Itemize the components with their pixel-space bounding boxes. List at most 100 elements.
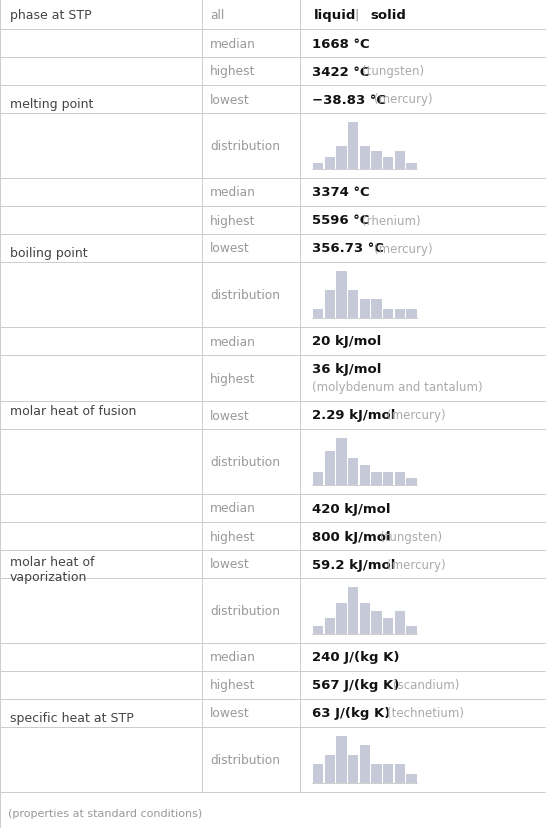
Bar xyxy=(395,764,405,783)
Bar xyxy=(371,152,382,170)
Text: (rhenium): (rhenium) xyxy=(361,214,420,227)
Bar xyxy=(313,164,323,170)
Bar xyxy=(406,164,417,170)
Text: distribution: distribution xyxy=(210,604,280,617)
Bar xyxy=(395,309,405,319)
Text: 5596 °C: 5596 °C xyxy=(312,214,370,227)
Bar xyxy=(360,300,370,319)
Text: median: median xyxy=(210,186,256,200)
Bar xyxy=(383,158,393,170)
Bar xyxy=(336,603,347,634)
Text: 2.29 kJ/mol: 2.29 kJ/mol xyxy=(312,409,396,422)
Bar xyxy=(313,764,323,783)
Text: lowest: lowest xyxy=(210,94,250,106)
Bar xyxy=(348,587,358,634)
Bar xyxy=(313,309,323,319)
Bar xyxy=(348,123,358,170)
Text: specific heat at STP: specific heat at STP xyxy=(10,711,134,724)
Bar xyxy=(336,736,347,783)
Text: liquid: liquid xyxy=(314,8,357,22)
Bar xyxy=(371,764,382,783)
Text: boiling point: boiling point xyxy=(10,247,87,260)
Text: (mercury): (mercury) xyxy=(387,558,445,570)
Text: (mercury): (mercury) xyxy=(374,94,433,106)
Bar xyxy=(371,300,382,319)
Text: 59.2 kJ/mol: 59.2 kJ/mol xyxy=(312,558,396,570)
Text: highest: highest xyxy=(210,65,256,79)
Bar xyxy=(360,603,370,634)
Bar xyxy=(325,452,335,485)
Bar xyxy=(406,479,417,485)
Text: 3422 °C: 3422 °C xyxy=(312,65,370,79)
Text: 800 kJ/mol: 800 kJ/mol xyxy=(312,530,391,543)
Bar xyxy=(406,627,417,634)
Bar xyxy=(383,472,393,485)
Text: (tungsten): (tungsten) xyxy=(361,65,424,79)
Text: distribution: distribution xyxy=(210,455,280,469)
Bar xyxy=(406,773,417,783)
Text: median: median xyxy=(210,37,256,51)
Bar xyxy=(348,755,358,783)
Text: (mercury): (mercury) xyxy=(374,243,433,255)
Text: highest: highest xyxy=(210,372,256,385)
Bar xyxy=(360,745,370,783)
Text: 567 J/(kg K): 567 J/(kg K) xyxy=(312,679,400,691)
Bar xyxy=(395,611,405,634)
Text: 36 kJ/mol: 36 kJ/mol xyxy=(312,363,382,376)
Bar xyxy=(360,465,370,485)
Bar xyxy=(383,764,393,783)
Bar xyxy=(371,472,382,485)
Text: melting point: melting point xyxy=(10,98,93,111)
Bar xyxy=(325,291,335,319)
Bar xyxy=(383,309,393,319)
Text: distribution: distribution xyxy=(210,140,280,153)
Text: highest: highest xyxy=(210,679,256,691)
Bar xyxy=(313,472,323,485)
Text: (properties at standard conditions): (properties at standard conditions) xyxy=(8,808,202,818)
Bar xyxy=(336,272,347,319)
Text: 63 J/(kg K): 63 J/(kg K) xyxy=(312,706,391,720)
Bar xyxy=(348,291,358,319)
Bar xyxy=(348,459,358,485)
Text: 20 kJ/mol: 20 kJ/mol xyxy=(312,335,382,348)
Text: (scandium): (scandium) xyxy=(393,679,459,691)
Text: 1668 °C: 1668 °C xyxy=(312,37,370,51)
Bar xyxy=(395,472,405,485)
Text: phase at STP: phase at STP xyxy=(10,8,92,22)
Bar xyxy=(313,627,323,634)
Text: lowest: lowest xyxy=(210,706,250,720)
Text: −38.83 °C: −38.83 °C xyxy=(312,94,387,106)
Text: distribution: distribution xyxy=(210,753,280,766)
Text: median: median xyxy=(210,651,256,664)
Text: lowest: lowest xyxy=(210,558,250,570)
Bar xyxy=(336,147,347,170)
Text: highest: highest xyxy=(210,214,256,227)
Bar xyxy=(383,619,393,634)
Text: |: | xyxy=(354,8,359,22)
Bar xyxy=(395,152,405,170)
Bar xyxy=(371,611,382,634)
Bar xyxy=(325,619,335,634)
Text: molar heat of fusion: molar heat of fusion xyxy=(10,405,136,417)
Text: median: median xyxy=(210,335,256,348)
Text: lowest: lowest xyxy=(210,409,250,422)
Text: lowest: lowest xyxy=(210,243,250,255)
Bar xyxy=(325,158,335,170)
Text: 356.73 °C: 356.73 °C xyxy=(312,243,384,255)
Text: (technetium): (technetium) xyxy=(387,706,464,720)
Bar xyxy=(360,147,370,170)
Text: highest: highest xyxy=(210,530,256,543)
Text: (tungsten): (tungsten) xyxy=(381,530,442,543)
Text: all: all xyxy=(210,8,224,22)
Bar xyxy=(406,309,417,319)
Bar xyxy=(336,439,347,485)
Bar xyxy=(325,755,335,783)
Text: median: median xyxy=(210,502,256,515)
Text: 420 kJ/mol: 420 kJ/mol xyxy=(312,502,391,515)
Text: 3374 °C: 3374 °C xyxy=(312,186,370,200)
Text: (mercury): (mercury) xyxy=(387,409,445,422)
Text: distribution: distribution xyxy=(210,289,280,301)
Text: 240 J/(kg K): 240 J/(kg K) xyxy=(312,651,400,664)
Text: (molybdenum and tantalum): (molybdenum and tantalum) xyxy=(312,380,483,393)
Text: molar heat of
vaporization: molar heat of vaporization xyxy=(10,555,94,583)
